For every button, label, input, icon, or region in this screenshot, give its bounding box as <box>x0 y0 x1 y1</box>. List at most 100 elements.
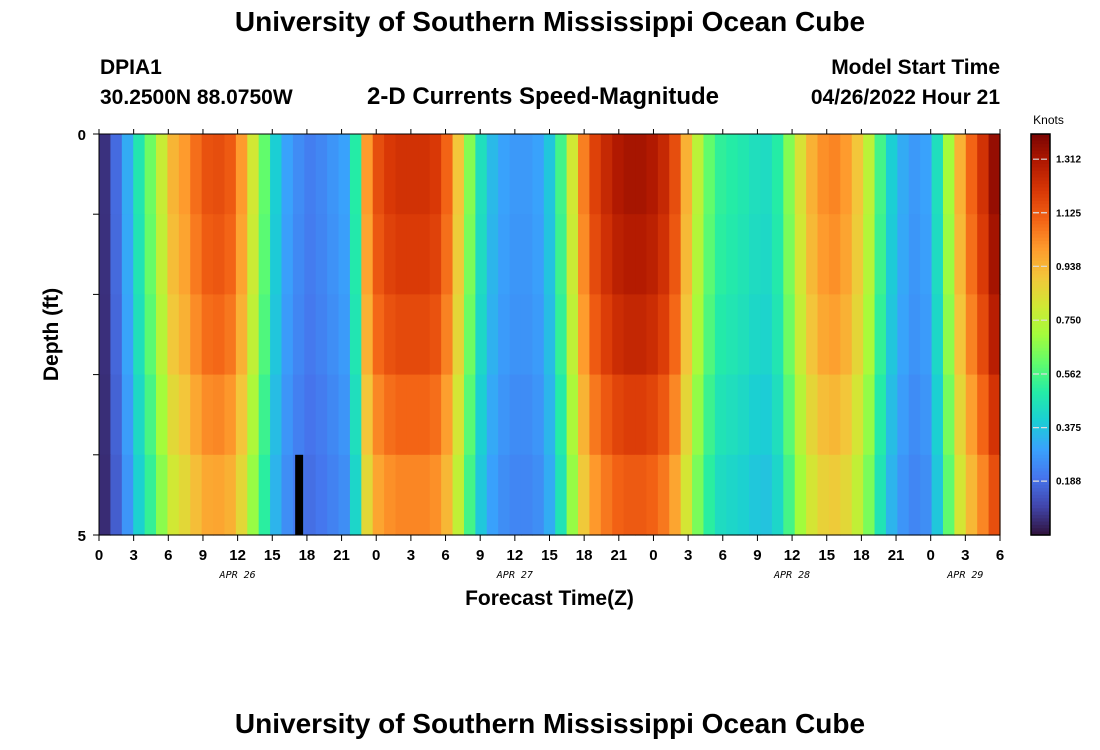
heatmap-cell <box>623 134 636 215</box>
heatmap-cell <box>680 214 693 295</box>
heatmap-cell <box>806 374 819 456</box>
chart-subtitle: 2-D Currents Speed-Magnitude <box>367 83 720 110</box>
x-tick-label: 0 <box>372 547 380 564</box>
heatmap-cell <box>178 294 191 376</box>
colorbar-step <box>1031 387 1050 392</box>
colorbar-step <box>1031 464 1050 469</box>
colorbar-tick-label: 1.312 <box>1056 155 1081 166</box>
heatmap-cell <box>509 374 522 456</box>
heatmap-cell <box>190 294 203 376</box>
heatmap-cell <box>361 294 374 376</box>
heatmap-cell <box>292 374 305 456</box>
colorbar-step <box>1031 321 1050 326</box>
heatmap-cell <box>349 454 362 536</box>
heatmap-cell <box>441 374 454 456</box>
heatmap-cell <box>406 214 419 295</box>
heatmap-cell <box>110 214 123 295</box>
heatmap-cell <box>806 134 819 215</box>
heatmap-cell <box>498 374 511 456</box>
colorbar-step <box>1031 240 1050 245</box>
heatmap-cell <box>657 454 670 536</box>
heatmap-cell <box>395 294 408 376</box>
heatmap-cell <box>988 294 1001 376</box>
heatmap-cell <box>475 214 488 295</box>
colorbar-step <box>1031 331 1050 336</box>
heatmap-cell <box>452 454 465 536</box>
colorbar-step <box>1031 501 1050 506</box>
heatmap-cell <box>635 374 648 456</box>
y-axis-title: Depth (ft) <box>40 288 63 381</box>
heatmap-cell <box>475 134 488 215</box>
colorbar-tick-label: 0.188 <box>1056 477 1081 488</box>
heatmap-cell <box>806 454 819 536</box>
heatmap-cell <box>190 374 203 456</box>
footer-title: University of Southern Mississippi Ocean… <box>234 708 866 739</box>
colorbar-step <box>1031 468 1050 473</box>
colorbar-step <box>1031 377 1050 382</box>
heatmap-cell <box>703 454 716 536</box>
heatmap-cell <box>509 454 522 536</box>
heatmap-cell <box>201 214 214 295</box>
station-coords: 30.2500N 88.0750W <box>100 86 293 109</box>
heatmap-cell <box>806 294 819 376</box>
heatmap-cell <box>566 294 579 376</box>
heatmap-cell <box>874 294 887 376</box>
colorbar-step <box>1031 428 1050 433</box>
heatmap-cell <box>737 134 750 215</box>
x-tick-label: 21 <box>610 547 627 564</box>
heatmap-cell <box>771 214 784 295</box>
colorbar-step <box>1031 167 1050 172</box>
heatmap-cell <box>304 454 317 536</box>
heatmap-cell <box>338 374 351 456</box>
colorbar-step <box>1031 471 1050 476</box>
colorbar-step <box>1031 511 1050 516</box>
heatmap-cell <box>258 294 271 376</box>
colorbar-step <box>1031 397 1050 402</box>
heatmap-cell <box>726 294 739 376</box>
heatmap-cell <box>942 214 955 295</box>
colorbar-step <box>1031 237 1050 242</box>
heatmap-cell <box>600 294 613 376</box>
day-label: APR 29 <box>946 570 983 581</box>
heatmap-cell <box>292 134 305 215</box>
heatmap-cell <box>589 454 602 536</box>
heatmap-cell <box>897 374 910 456</box>
heatmap-cell <box>349 134 362 215</box>
colorbar-step <box>1031 341 1050 346</box>
colorbar-step <box>1031 304 1050 309</box>
heatmap-cell <box>771 294 784 376</box>
heatmap-cell <box>885 134 898 215</box>
colorbar-step <box>1031 424 1050 429</box>
heatmap-cell <box>840 214 853 295</box>
colorbar-step <box>1031 334 1050 339</box>
heatmap-cell <box>692 294 705 376</box>
heatmap-cell <box>486 214 499 295</box>
heatmap-cell <box>851 454 864 536</box>
heatmap-cell <box>942 374 955 456</box>
x-tick-label: 18 <box>576 547 593 564</box>
heatmap-cell <box>840 374 853 456</box>
colorbar-step <box>1031 438 1050 443</box>
heatmap-cell <box>156 214 169 295</box>
heatmap-cell <box>361 454 374 536</box>
heatmap-cell <box>441 294 454 376</box>
heatmap-cell <box>669 454 682 536</box>
heatmap-cell <box>988 134 1001 215</box>
heatmap-cell <box>110 374 123 456</box>
colorbar-step <box>1031 144 1050 148</box>
heatmap-cell <box>338 134 351 215</box>
heatmap-cell <box>156 374 169 456</box>
heatmap-cell <box>235 214 248 295</box>
heatmap-cell <box>133 454 146 536</box>
heatmap-cell <box>384 294 397 376</box>
heatmap-cell <box>281 214 294 295</box>
heatmap-cell <box>863 214 876 295</box>
heatmap-cell <box>771 134 784 215</box>
heatmap-cell <box>520 454 533 536</box>
colorbar-frame <box>1030 133 1051 536</box>
y-tick-label-top: 0 <box>78 127 86 144</box>
colorbar-step <box>1031 434 1050 439</box>
heatmap-cell <box>372 454 385 536</box>
heatmap-cell <box>532 134 545 215</box>
